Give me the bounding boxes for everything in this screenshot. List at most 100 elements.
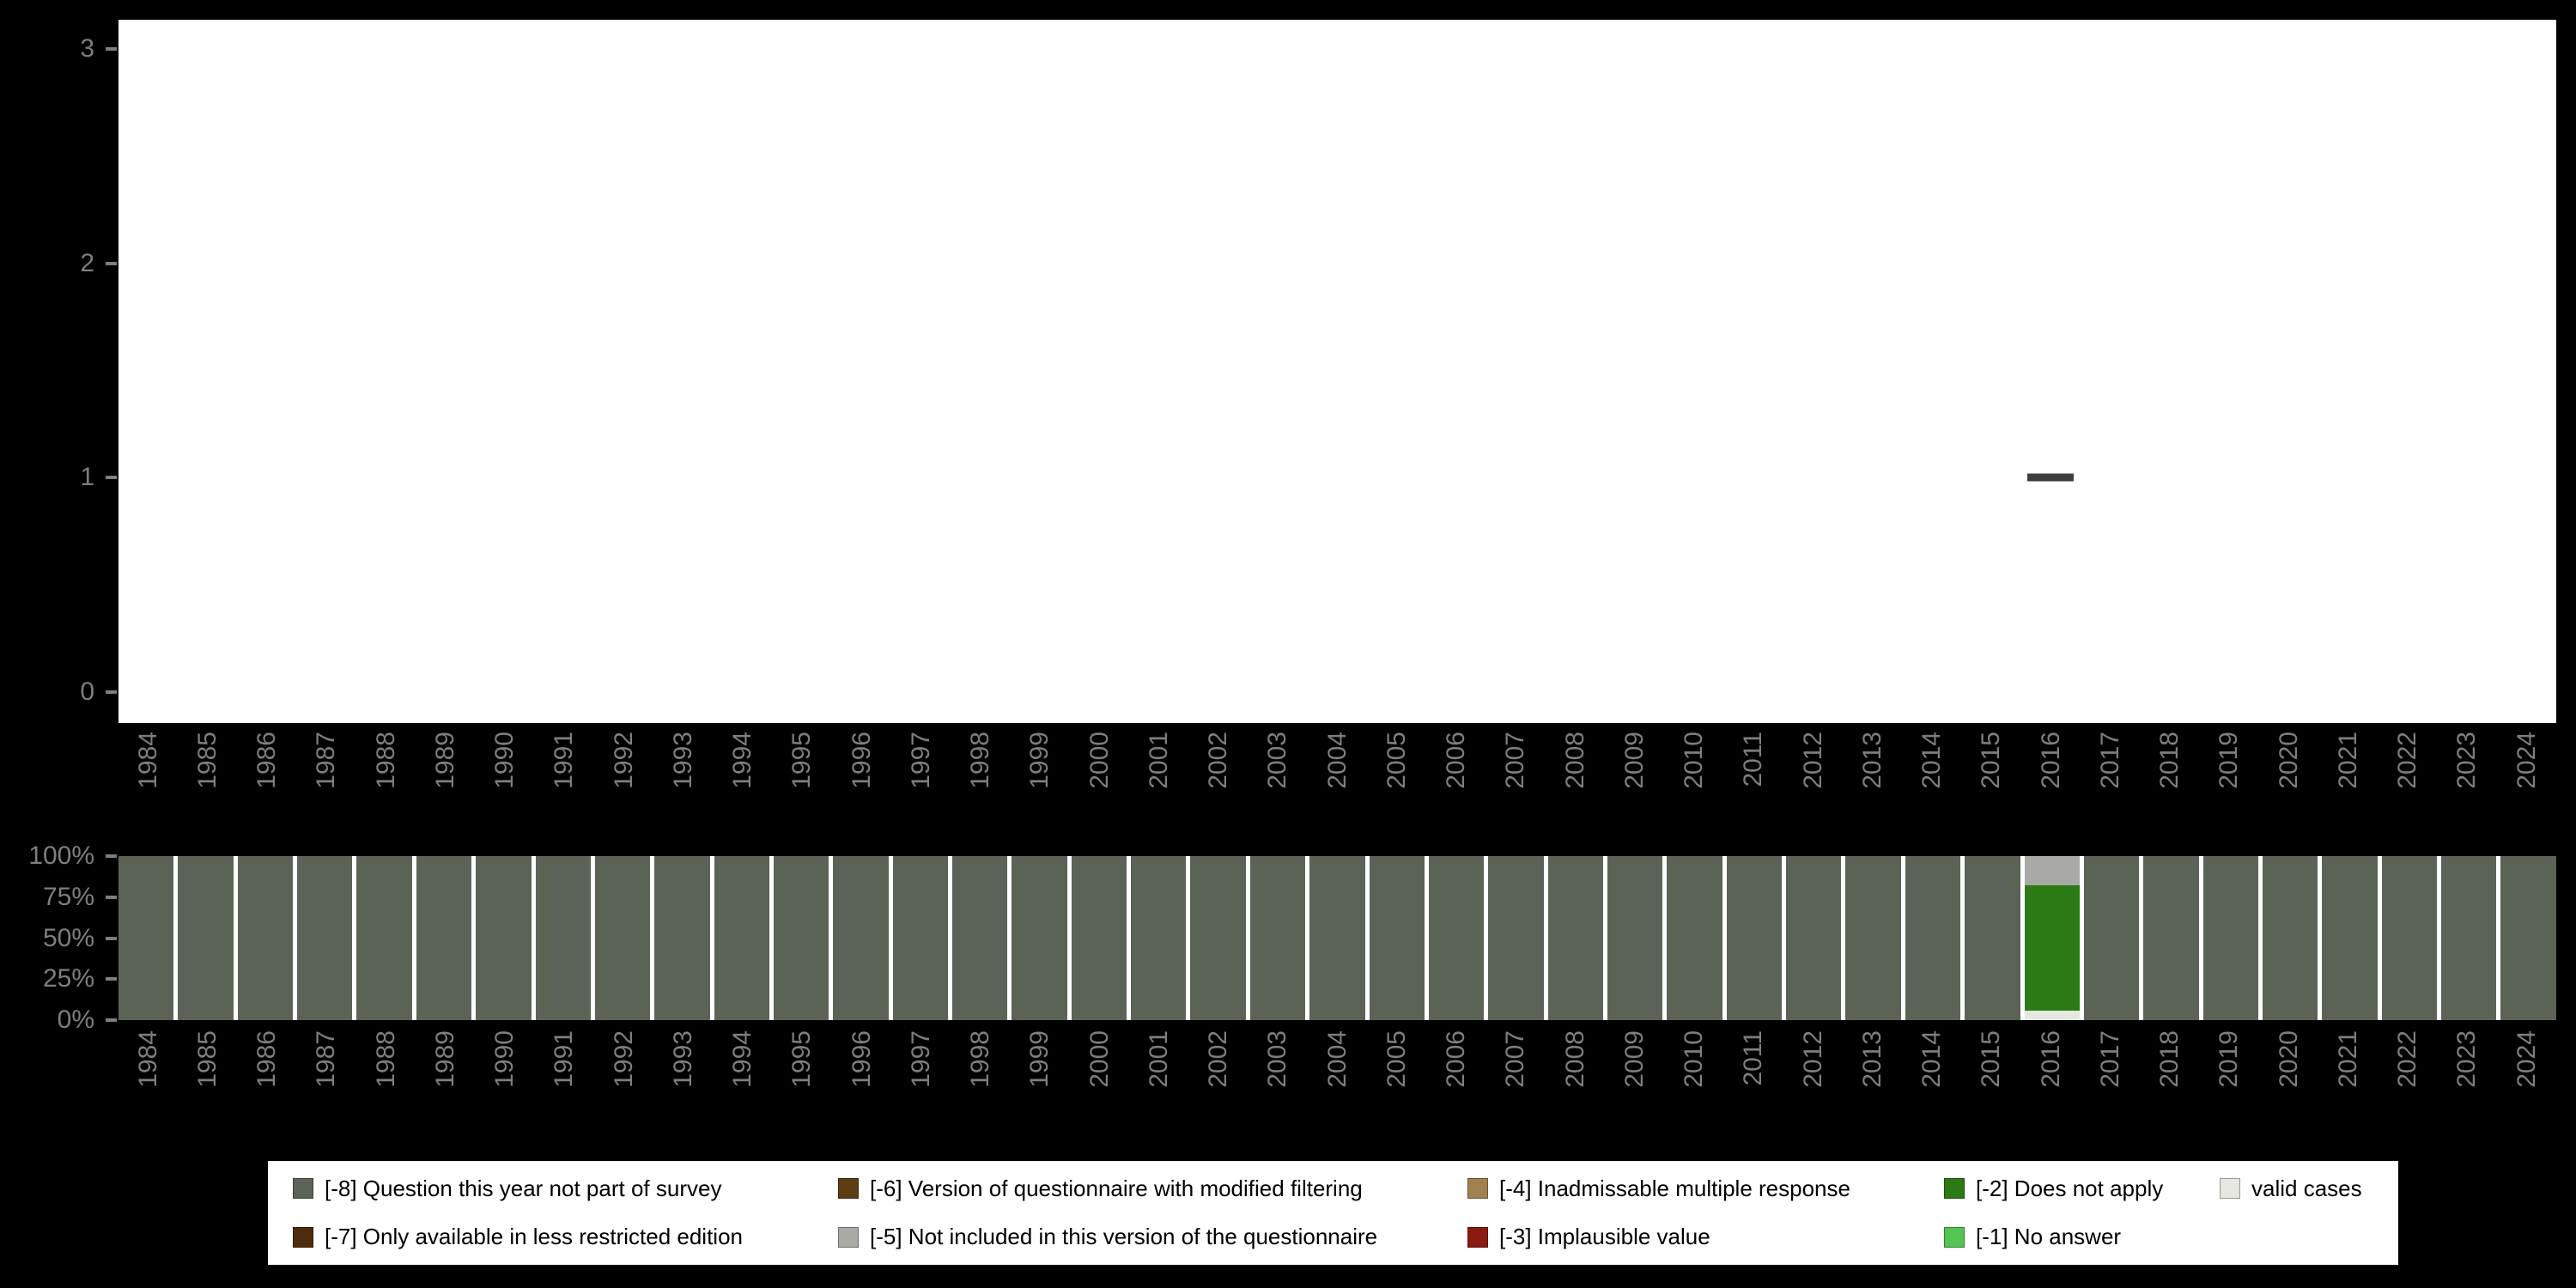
values-y-axis: 0 1 2 3 <box>0 36 118 705</box>
bar-segment <box>178 856 234 1020</box>
year-tick-label: 2000 <box>1084 732 1114 789</box>
value-marker <box>2027 473 2075 482</box>
bar-segment <box>2143 856 2199 1020</box>
legend-item: [-2] Does not apply <box>1944 1176 2220 1202</box>
values-by-year-plot-inner <box>118 49 2556 692</box>
bar-segment <box>1309 856 1365 1020</box>
stacked-bar <box>1190 856 1246 1020</box>
stacked-bar <box>1965 856 2020 1020</box>
stacked-bar <box>654 856 710 1020</box>
year-tick-cell: 1997 <box>891 1030 951 1146</box>
year-tick-label: 2001 <box>1144 1030 1173 1088</box>
year-tick-label: 1988 <box>371 1030 400 1088</box>
year-tick-cell: 1993 <box>653 1030 713 1146</box>
year-tick-cell: 2014 <box>1903 1030 1962 1146</box>
legend-swatch <box>1944 1226 1965 1248</box>
year-tick-label: 1994 <box>728 732 757 789</box>
bar-segment <box>654 856 710 1020</box>
legend-item: [-1] No answer <box>1944 1224 2220 1250</box>
stacked-bar <box>1726 856 1783 1020</box>
bar-segment <box>297 856 353 1020</box>
year-tick-cell: 2015 <box>1962 1030 2021 1146</box>
percent-tick-mark <box>106 936 117 940</box>
legend-item: [-8] Question this year not part of surv… <box>293 1176 838 1202</box>
bar-segment <box>1905 856 1961 1020</box>
bar-segment <box>1369 856 1425 1020</box>
legend-label: [-8] Question this year not part of surv… <box>325 1175 722 1201</box>
year-tick-label: 2003 <box>1263 732 1292 789</box>
year-tick-cell: 1998 <box>951 732 1011 848</box>
year-tick-cell: 1994 <box>714 732 773 848</box>
bar-segment <box>1012 856 1067 1020</box>
legend-swatch <box>838 1178 859 1200</box>
year-tick-label: 2004 <box>1322 732 1352 789</box>
y-tick-label: 0 <box>80 677 94 706</box>
stacked-bar <box>416 856 472 1020</box>
year-tick-cell: 2018 <box>2141 732 2200 848</box>
bar-segment <box>1249 856 1306 1020</box>
bar-segment <box>1547 856 1603 1020</box>
year-tick-cell: 1992 <box>594 1030 653 1146</box>
legend-swatch <box>1467 1178 1488 1200</box>
bar-segment <box>833 856 889 1020</box>
year-tick-label: 2006 <box>1442 1030 1471 1088</box>
year-tick-cell: 2015 <box>1962 732 2021 848</box>
year-tick-cell: 2011 <box>1724 732 1783 848</box>
year-tick-cell: 1987 <box>297 732 356 848</box>
stacked-bar <box>1428 856 1485 1020</box>
year-tick-label: 1993 <box>668 1030 697 1088</box>
bar-segment <box>535 856 591 1020</box>
percent-tick-label: 0% <box>57 1005 94 1034</box>
year-tick-cell: 1985 <box>178 1030 237 1146</box>
year-tick-label: 1999 <box>1025 1030 1054 1088</box>
year-tick-label: 2023 <box>2452 732 2482 789</box>
stacked-bar <box>773 856 829 1020</box>
bar-segment <box>1786 856 1842 1020</box>
year-tick-label: 1993 <box>668 732 697 789</box>
year-tick-cell: 2003 <box>1249 732 1308 848</box>
year-tick-cell: 2001 <box>1129 732 1188 848</box>
year-tick-cell: 2011 <box>1724 1030 1783 1146</box>
year-tick-cell: 2016 <box>2021 732 2081 848</box>
legend-item: [-3] Implausible value <box>1467 1224 1944 1250</box>
year-tick-label: 1985 <box>192 732 222 789</box>
stacked-bar <box>1667 856 1722 1020</box>
stacked-bar <box>1845 856 1901 1020</box>
year-tick-cell: 2023 <box>2438 732 2497 848</box>
year-tick-label: 1994 <box>728 1030 757 1088</box>
year-tick-label: 1986 <box>252 732 282 789</box>
y-tick-mark <box>106 690 117 694</box>
year-tick-label: 2009 <box>1619 1030 1649 1088</box>
year-tick-label: 2007 <box>1501 732 1530 789</box>
year-tick-label: 2022 <box>2393 732 2422 789</box>
year-tick-cell: 1996 <box>832 732 891 848</box>
bar-segment <box>2083 856 2140 1020</box>
stacked-bar <box>297 856 353 1020</box>
year-tick-cell: 2021 <box>2318 732 2378 848</box>
percent-tick-mark <box>106 854 117 858</box>
bar-segment <box>1131 856 1187 1020</box>
year-tick-cell: 2020 <box>2259 732 2318 848</box>
missing-codes-plot <box>118 856 2556 1020</box>
year-tick-label: 2015 <box>1977 732 2006 789</box>
year-tick-cell: 2022 <box>2379 1030 2438 1146</box>
bar-segment <box>2024 856 2080 886</box>
year-tick-cell: 2014 <box>1903 732 1962 848</box>
year-tick-label: 2005 <box>1382 1030 1411 1088</box>
stacked-bar <box>1131 856 1187 1020</box>
year-tick-label: 1985 <box>192 1030 222 1088</box>
year-tick-label: 1984 <box>133 1030 162 1088</box>
year-tick-cell: 1988 <box>356 732 416 848</box>
year-tick-label: 2016 <box>2036 732 2065 789</box>
legend-item: [-6] Version of questionnaire with modif… <box>838 1176 1467 1202</box>
year-tick-label: 2009 <box>1619 732 1649 789</box>
year-tick-label: 2010 <box>1680 732 1709 789</box>
stacked-bar <box>2083 856 2140 1020</box>
stacked-bar <box>952 856 1008 1020</box>
stacked-bar <box>2143 856 2199 1020</box>
bar-segment <box>2024 1010 2080 1020</box>
bar-segment <box>1667 856 1722 1020</box>
legend-label: [-6] Version of questionnaire with modif… <box>870 1175 1363 1201</box>
stacked-bar <box>2322 856 2378 1020</box>
year-tick-label: 1986 <box>252 1030 282 1088</box>
